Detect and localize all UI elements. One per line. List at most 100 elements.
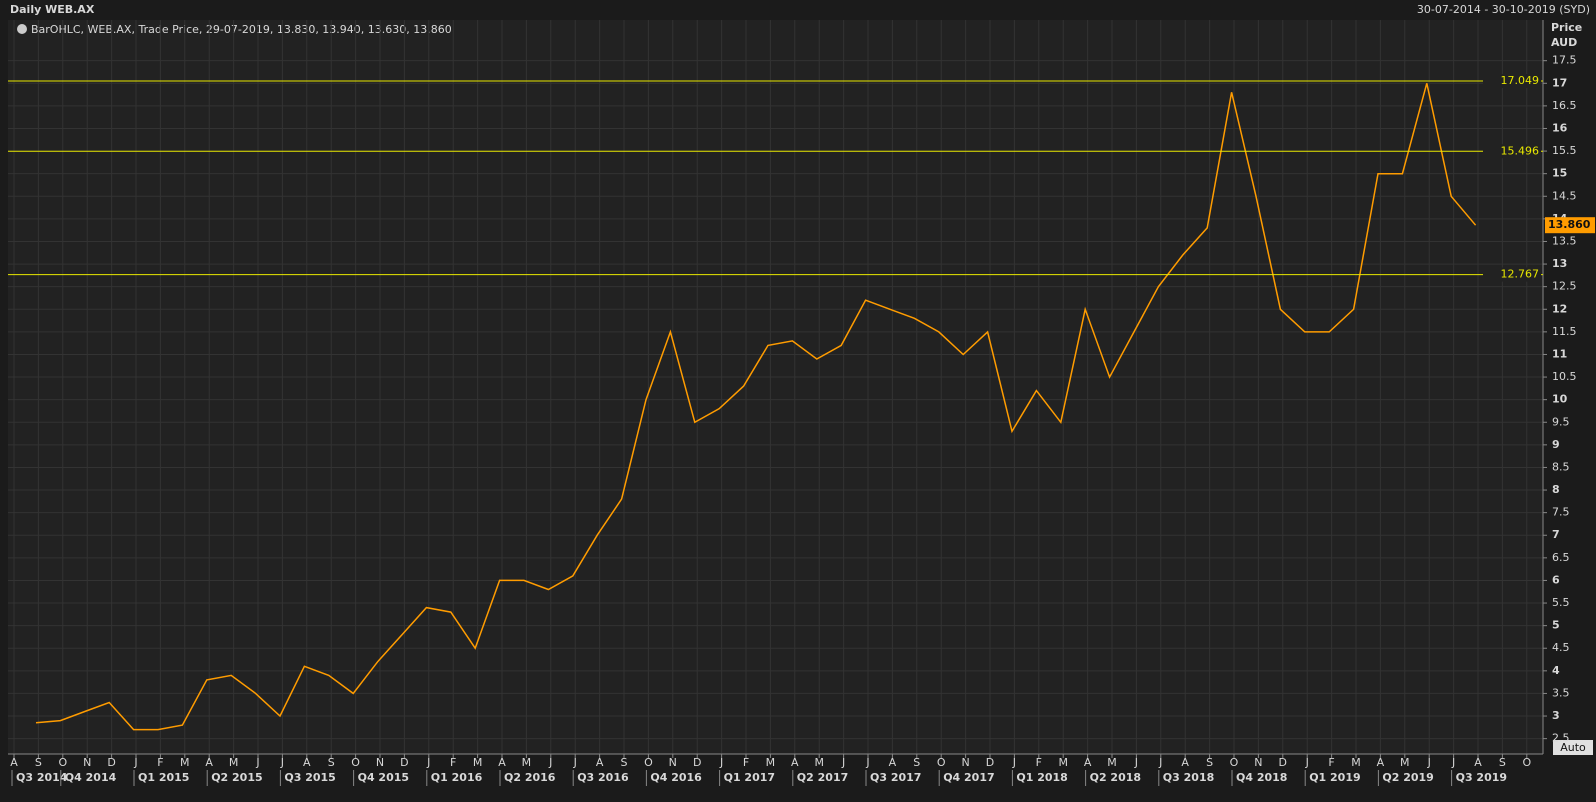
x-tick-label: O: [644, 756, 653, 769]
x-tick-label: M: [1400, 756, 1410, 769]
x-tick-label: J: [841, 756, 845, 769]
x-tick-label: A: [791, 756, 799, 769]
y-axis-label: Price: [1551, 21, 1582, 34]
x-tick-label: J: [1427, 756, 1431, 769]
x-tick-label: M: [1058, 756, 1068, 769]
level-label-bg: [1483, 144, 1541, 159]
quarter-label: Q3 2019: [1456, 771, 1507, 784]
x-tick-label: J: [1134, 756, 1138, 769]
x-tick-label: J: [865, 756, 869, 769]
x-tick-label: M: [229, 756, 239, 769]
quarter-label: Q3 2018: [1163, 771, 1214, 784]
quarter-label: Q4 2017: [943, 771, 994, 784]
y-tick-label: 8.5: [1552, 460, 1570, 473]
x-tick-label: J: [255, 756, 259, 769]
x-tick-label: A: [1084, 756, 1092, 769]
x-tick-label: J: [719, 756, 723, 769]
x-tick-label: F: [450, 756, 456, 769]
x-tick-label: J: [280, 756, 284, 769]
quarter-label: Q2 2016: [504, 771, 556, 784]
level-label: 15.496: [1501, 144, 1540, 157]
y-tick-label: 9.5: [1552, 415, 1570, 428]
x-tick-label: S: [913, 756, 920, 769]
last-value-badge: [1545, 217, 1595, 234]
level-label-bg: [1483, 74, 1541, 89]
quarter-label: Q3 2017: [870, 771, 921, 784]
x-tick-label: S: [1499, 756, 1506, 769]
quarter-label: Q1 2016: [431, 771, 483, 784]
y-tick-label: 12.5: [1552, 280, 1577, 293]
y-tick-label: 17.5: [1552, 54, 1577, 67]
quarter-label: Q2 2015: [211, 771, 262, 784]
x-tick-label: M: [180, 756, 190, 769]
y-axis-unit: AUD: [1551, 36, 1577, 49]
x-tick-label: M: [814, 756, 824, 769]
legend-icon: [17, 24, 27, 34]
quarter-label: Q2 2019: [1382, 771, 1433, 784]
x-tick-label: J: [1012, 756, 1016, 769]
last-value-label: 13.860: [1548, 218, 1591, 231]
x-tick-label: D: [986, 756, 994, 769]
x-tick-label: M: [522, 756, 532, 769]
x-tick-label: J: [1158, 756, 1162, 769]
x-tick-label: F: [157, 756, 163, 769]
x-tick-label: F: [1328, 756, 1334, 769]
y-tick-label: 8: [1552, 483, 1560, 496]
y-tick-label: 4: [1552, 664, 1560, 677]
y-tick-label: 17: [1552, 76, 1567, 89]
x-tick-label: O: [937, 756, 946, 769]
x-tick-label: S: [35, 756, 42, 769]
quarter-label: Q4 2015: [358, 771, 409, 784]
auto-button[interactable]: [1553, 740, 1593, 755]
y-tick-label: 5: [1552, 619, 1560, 632]
x-tick-label: A: [1181, 756, 1189, 769]
x-tick-label: A: [1377, 756, 1385, 769]
x-tick-label: M: [766, 756, 776, 769]
quarter-label: Q3 2014: [16, 771, 68, 784]
y-tick-label: 5.5: [1552, 596, 1570, 609]
y-tick-label: 4.5: [1552, 641, 1570, 654]
x-tick-label: M: [473, 756, 483, 769]
x-tick-label: A: [205, 756, 213, 769]
plot-area: [8, 20, 1543, 754]
y-tick-label: 11: [1552, 347, 1567, 360]
y-tick-label: 6: [1552, 573, 1560, 586]
x-tick-label: N: [669, 756, 677, 769]
y-tick-label: 6.5: [1552, 551, 1570, 564]
y-tick-label: 16.5: [1552, 99, 1577, 112]
x-tick-label: N: [376, 756, 384, 769]
x-tick-label: J: [1305, 756, 1309, 769]
quarter-label: Q1 2015: [138, 771, 189, 784]
auto-button-label[interactable]: Auto: [1560, 741, 1586, 754]
x-tick-label: D: [693, 756, 701, 769]
quarter-label: Q2 2017: [797, 771, 848, 784]
x-tick-label: S: [621, 756, 628, 769]
y-tick-label: 7: [1552, 528, 1560, 541]
x-tick-label: J: [426, 756, 430, 769]
quarter-label: Q1 2017: [724, 771, 775, 784]
x-tick-label: A: [10, 756, 18, 769]
x-tick-label: D: [1279, 756, 1287, 769]
quarter-label: Q1 2019: [1309, 771, 1360, 784]
x-tick-label: O: [58, 756, 67, 769]
quarter-label: Q4 2018: [1236, 771, 1287, 784]
quarter-label: Q4 2014: [65, 771, 117, 784]
x-tick-label: A: [889, 756, 897, 769]
x-tick-label: D: [400, 756, 408, 769]
x-tick-label: S: [1206, 756, 1213, 769]
x-tick-label: N: [83, 756, 91, 769]
y-tick-label: 15.5: [1552, 144, 1577, 157]
y-tick-label: 3.5: [1552, 686, 1570, 699]
y-tick-label: 11.5: [1552, 325, 1577, 338]
y-tick-label: 16: [1552, 121, 1568, 134]
price-line: [35, 83, 1477, 731]
y-tick-label: 14.5: [1552, 189, 1577, 202]
x-tick-label: J: [1451, 756, 1455, 769]
x-tick-label: D: [107, 756, 115, 769]
x-tick-label: M: [1107, 756, 1117, 769]
x-tick-label: A: [1474, 756, 1482, 769]
quarter-label: Q3 2015: [284, 771, 335, 784]
x-tick-label: A: [303, 756, 311, 769]
x-tick-label: N: [1254, 756, 1262, 769]
